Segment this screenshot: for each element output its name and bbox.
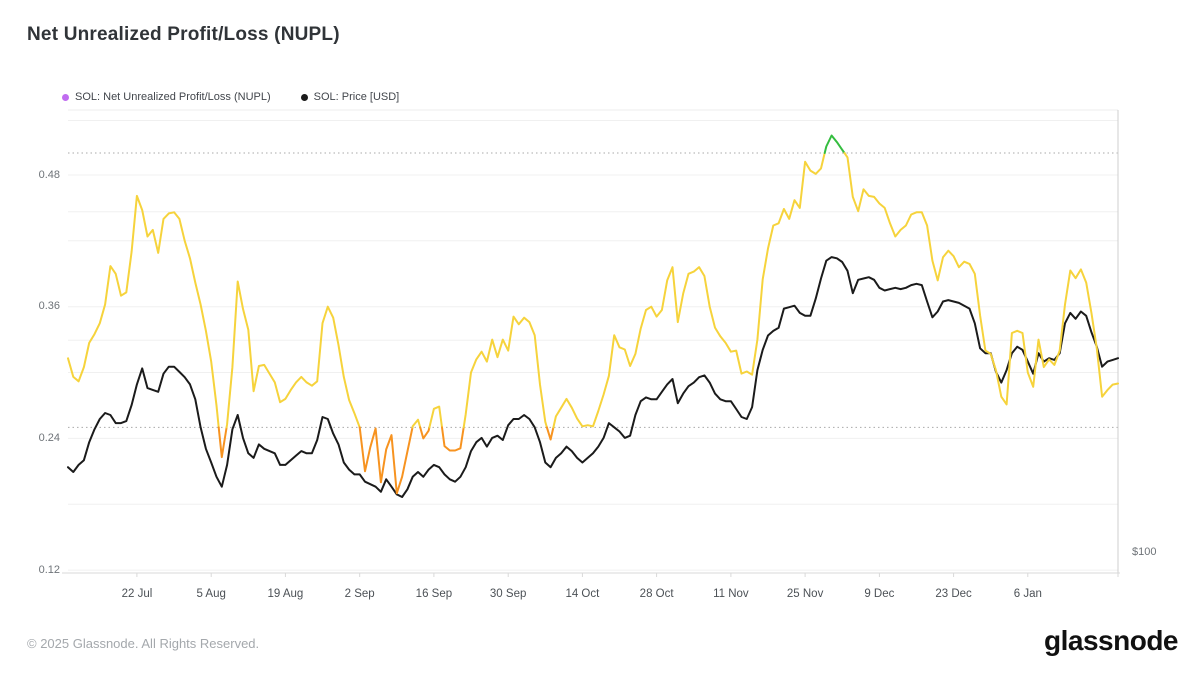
- y-axis-tick-label: 0.48: [38, 168, 60, 181]
- nupl-line-orange: [545, 426, 555, 441]
- legend-label-nupl: SOL: Net Unrealized Profit/Loss (NUPL): [75, 91, 271, 103]
- x-axis-tick-label: 11 Nov: [713, 588, 749, 600]
- nupl-line-yellow: [411, 418, 422, 429]
- x-axis-tick-label: 16 Sep: [415, 588, 453, 600]
- nupl-line-yellow: [843, 152, 1119, 406]
- nupl-line-yellow: [462, 315, 548, 429]
- page-title: Net Unrealized Profit/Loss (NUPL): [27, 24, 340, 45]
- nupl-line-yellow: [552, 152, 826, 429]
- glassnode-logo: glassnode: [1044, 625, 1178, 656]
- x-axis-tick-label: 30 Sep: [489, 588, 527, 600]
- x-axis-tick-label: 5 Aug: [196, 588, 226, 600]
- nupl-line-orange: [358, 426, 414, 495]
- legend-item-price[interactable]: SOL: Price [USD]: [300, 91, 400, 103]
- y-axis-tick-label: 0.24: [38, 431, 60, 444]
- plot-area[interactable]: [68, 110, 1118, 573]
- price-line: [67, 256, 1119, 498]
- x-axis-tick-label: 2 Sep: [344, 588, 375, 600]
- x-axis-tick-label: 22 Jul: [121, 588, 153, 600]
- legend-item-nupl[interactable]: SOL: Net Unrealized Profit/Loss (NUPL): [62, 91, 271, 103]
- x-axis-tick-label: 25 Nov: [786, 588, 824, 600]
- nupl-line-orange: [217, 426, 228, 459]
- price-legend-dot-icon: [300, 93, 308, 101]
- x-axis-tick-label: 6 Jan: [1013, 588, 1042, 600]
- right-axis-price-label: $100: [1132, 546, 1157, 558]
- x-axis-tick-label: 9 Dec: [864, 588, 895, 600]
- nupl-line-yellow: [225, 280, 361, 429]
- nupl-line-green: [823, 134, 846, 154]
- x-axis-tick-label: 14 Oct: [565, 588, 600, 600]
- nupl-line-yellow: [67, 194, 220, 429]
- legend-label-price: SOL: Price [USD]: [313, 91, 400, 103]
- nupl-line-orange: [419, 426, 431, 440]
- y-axis-tick-label: 0.12: [38, 563, 60, 576]
- x-axis-tick-label: 28 Oct: [639, 588, 674, 600]
- nupl-legend-dot-icon: [62, 93, 69, 101]
- legend: SOL: Net Unrealized Profit/Loss (NUPL) S…: [62, 91, 399, 103]
- x-axis-tick-label: 23 Dec: [935, 588, 972, 600]
- nupl-line-yellow: [428, 405, 443, 429]
- x-axis-tick-label: 19 Aug: [267, 588, 304, 600]
- footer-copyright: © 2025 Glassnode. All Rights Reserved.: [27, 636, 260, 651]
- y-axis-tick-label: 0.36: [38, 300, 60, 313]
- nupl-line-orange: [441, 426, 465, 452]
